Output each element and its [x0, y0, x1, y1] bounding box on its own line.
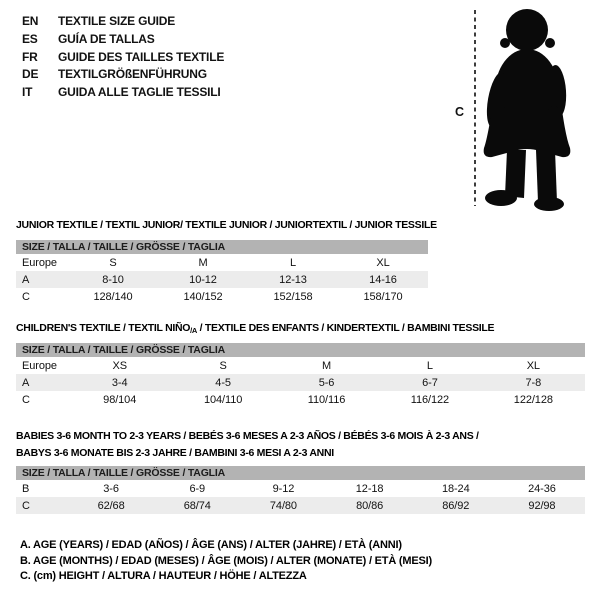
footnote-height: C. (cm) HEIGHT / ALTURA / HAUTEUR / HÖHE…: [20, 570, 307, 582]
height-measure-label: C: [455, 105, 465, 119]
table-cell: 3-6: [103, 482, 119, 495]
table-cell: 9-12: [272, 482, 295, 495]
heading-line-1: BABIES 3-6 MONTH TO 2-3 YEARS / BEBÉS 3-…: [16, 430, 479, 442]
height-measure-figure: C: [440, 0, 600, 215]
size-col-header: L: [426, 359, 433, 372]
row-label: C: [22, 393, 30, 406]
language-code: EN: [22, 14, 39, 28]
table-cell: 4-5: [215, 376, 231, 389]
junior-size-table: SIZE / TALLA / TAILLE / GRÖSSE / TAGLIA …: [16, 240, 428, 305]
heading-text: CHILDREN'S TEXTILE / TEXTIL NIÑO: [16, 322, 191, 334]
language-title-list: EN TEXTILE SIZE GUIDE ES GUÍA DE TALLAS …: [22, 13, 224, 102]
table-cell: 140/152: [183, 290, 223, 303]
row-label: A: [22, 376, 30, 389]
row-label: A: [22, 273, 30, 286]
table-row-age: A 8-10 10-12 12-13 14-16: [16, 271, 428, 288]
table-cell: 80/86: [356, 499, 384, 512]
table-row-height: C 128/140 140/152 152/158 158/170: [16, 288, 428, 305]
table-row-age-months: B 3-6 6-9 9-12 12-18 18-24 24-36: [16, 480, 585, 497]
size-col-header: XL: [526, 359, 540, 372]
row-label: C: [22, 499, 30, 512]
table-cell: 128/140: [93, 290, 133, 303]
table-cell: 18-24: [441, 482, 470, 495]
table-cell: 116/122: [410, 393, 450, 406]
table-cell: 24-36: [528, 482, 556, 495]
section-heading-babies: BABIES 3-6 MONTH TO 2-3 YEARS / BEBÉS 3-…: [16, 428, 496, 462]
table-cell: 152/158: [273, 290, 313, 303]
language-row: ES GUÍA DE TALLAS: [22, 31, 224, 49]
heading-subscript: /A: [190, 326, 198, 335]
language-code: ES: [22, 31, 38, 46]
language-title: GUIDA ALLE TAGLIE TESSILI: [58, 85, 221, 100]
size-col-header: M: [198, 256, 208, 269]
language-row: IT GUIDA ALLE TAGLIE TESSILI: [22, 84, 224, 102]
table-cell: 7-8: [525, 376, 542, 389]
table-row-height: C 62/68 68/74 74/80 80/86 86/92 92/98: [16, 497, 585, 514]
footnotes: A. AGE (YEARS) / EDAD (AÑOS) / ÂGE (ANS)…: [20, 538, 432, 585]
table-cell: 62/68: [97, 499, 125, 512]
heading-line-2: BABYS 3-6 MONATE BIS 2-3 JAHRE / BAMBINI…: [16, 447, 334, 459]
toddler-silhouette-icon: [483, 9, 571, 211]
size-header-bar: SIZE / TALLA / TAILLE / GRÖSSE / TAGLIA: [16, 466, 585, 480]
table-cell: 86/92: [442, 499, 470, 512]
size-header-bar: SIZE / TALLA / TAILLE / GRÖSSE / TAGLIA: [16, 240, 428, 254]
size-col-header: S: [109, 256, 117, 269]
table-cell: 12-18: [355, 482, 384, 495]
size-col-header: S: [219, 359, 227, 372]
region-label: Europe: [22, 256, 57, 269]
height-measure-line: [474, 10, 476, 206]
row-label: C: [22, 290, 30, 303]
language-title: TEXTILGRÖßENFÜHRUNG: [58, 67, 207, 82]
heading-text: / TEXTILE DES ENFANTS / KINDERTEXTIL / B…: [197, 322, 495, 334]
section-heading-children: CHILDREN'S TEXTILE / TEXTIL NIÑO/A / TEX…: [16, 320, 495, 337]
table-cell: 6-9: [189, 482, 206, 495]
language-title: GUIDE DES TAILLES TEXTILE: [58, 49, 225, 64]
table-cell: 92/98: [528, 499, 556, 512]
footnote-age-months: B. AGE (MONTHS) / EDAD (MESES) / ÂGE (MO…: [20, 554, 432, 567]
size-columns-row: Europe S M L XL: [16, 254, 428, 271]
table-cell: 104/110: [203, 393, 243, 406]
table-cell: 122/128: [513, 393, 553, 406]
row-label: B: [22, 482, 30, 495]
table-cell: 74/80: [269, 499, 297, 512]
table-cell: 98/104: [103, 393, 137, 406]
table-cell: 110/116: [307, 393, 346, 406]
table-cell: 10-12: [189, 273, 217, 286]
language-code: IT: [22, 85, 33, 100]
region-label: Europe: [22, 359, 57, 372]
size-header-bar: SIZE / TALLA / TAILLE / GRÖSSE / TAGLIA: [16, 343, 585, 357]
footnote-age-years: A. AGE (YEARS) / EDAD (AÑOS) / ÂGE (ANS)…: [20, 539, 402, 551]
children-size-table: SIZE / TALLA / TAILLE / GRÖSSE / TAGLIA …: [16, 343, 585, 408]
table-cell: 3-4: [111, 376, 128, 389]
size-col-header: XL: [376, 256, 390, 269]
table-cell: 14-16: [369, 273, 397, 286]
language-row: DE TEXTILGRÖßENFÜHRUNG: [22, 66, 224, 84]
table-cell: 68/74: [183, 499, 211, 512]
size-col-header: M: [321, 359, 332, 372]
language-title: TEXTILE SIZE GUIDE: [58, 14, 176, 28]
table-cell: 8-10: [102, 273, 124, 286]
table-cell: 6-7: [422, 376, 438, 389]
language-title: GUÍA DE TALLAS: [58, 31, 155, 46]
table-cell: 5-6: [318, 376, 335, 389]
language-code: FR: [22, 49, 38, 64]
table-cell: 12-13: [279, 273, 307, 286]
size-columns-row: Europe XS S M L XL: [16, 357, 585, 374]
table-cell: 158/170: [363, 290, 403, 303]
size-col-header: XS: [112, 359, 127, 372]
language-row: EN TEXTILE SIZE GUIDE: [22, 13, 224, 31]
table-row-age: A 3-4 4-5 5-6 6-7 7-8: [16, 374, 585, 391]
table-row-height: C 98/104 104/110 110/116 116/122 122/128: [16, 391, 585, 408]
language-code: DE: [22, 67, 39, 82]
size-col-header: L: [289, 256, 297, 269]
section-heading-junior: JUNIOR TEXTILE / TEXTIL JUNIOR/ TEXTILE …: [16, 219, 437, 231]
babies-size-table: SIZE / TALLA / TAILLE / GRÖSSE / TAGLIA …: [16, 466, 585, 514]
language-row: FR GUIDE DES TAILLES TEXTILE: [22, 49, 224, 67]
